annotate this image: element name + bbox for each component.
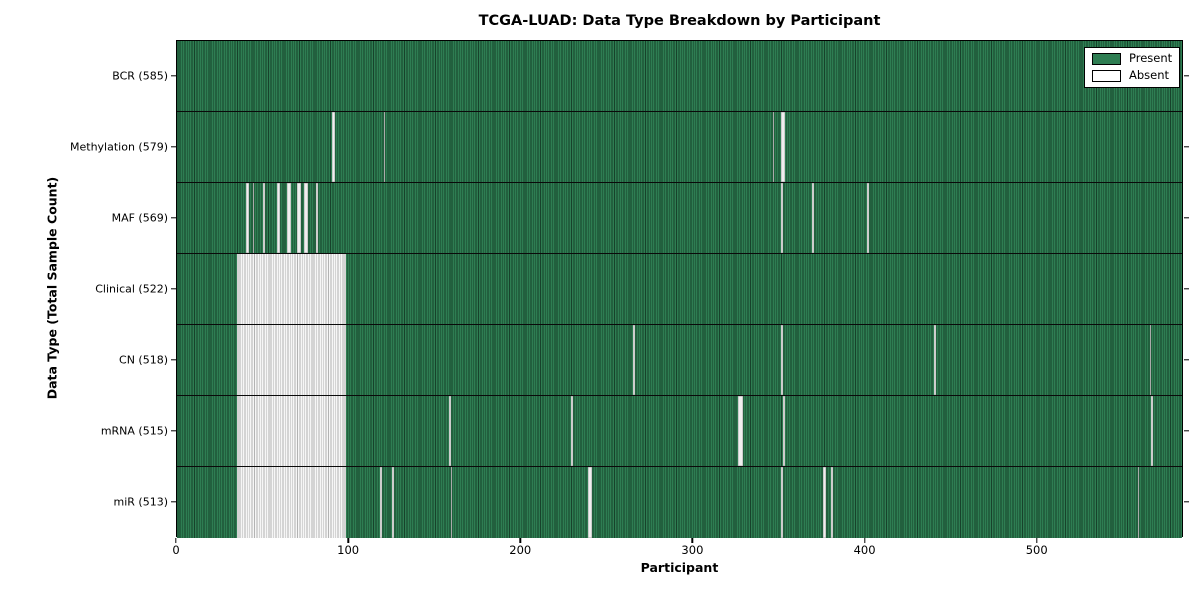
absent-region bbox=[781, 325, 783, 395]
ytick-mark-left bbox=[171, 429, 176, 432]
ytick-mark-right bbox=[1184, 216, 1189, 219]
absent-region bbox=[380, 467, 382, 538]
ytick-mark-left bbox=[171, 358, 176, 361]
absent-region bbox=[237, 396, 346, 466]
ytick-mark-left bbox=[171, 287, 176, 290]
ytick-label-cn: CN (518) bbox=[119, 353, 168, 366]
ytick-label-mrna: mRNA (515) bbox=[100, 424, 168, 437]
ytick-label-bcr: BCR (585) bbox=[112, 69, 168, 82]
chart-title: TCGA-LUAD: Data Type Breakdown by Partic… bbox=[478, 13, 881, 29]
xtick-mark bbox=[347, 538, 349, 543]
ytick-mark-right bbox=[1184, 500, 1189, 503]
absent-region bbox=[822, 467, 826, 538]
xtick-mark bbox=[519, 538, 521, 543]
absent-region bbox=[934, 325, 937, 395]
present-swatch-icon bbox=[1092, 53, 1121, 65]
ytick-mark-left bbox=[171, 500, 176, 503]
ytick-label-methylation: Methylation (579) bbox=[70, 140, 168, 153]
row-methylation bbox=[177, 112, 1182, 183]
absent-region bbox=[263, 183, 265, 253]
xtick-mark bbox=[1035, 538, 1038, 543]
absent-region bbox=[588, 467, 592, 538]
absent-region bbox=[316, 183, 319, 253]
absent-region bbox=[1149, 325, 1152, 395]
absent-region bbox=[237, 254, 346, 324]
xtick-label-0: 0 bbox=[172, 543, 180, 557]
row-mrna bbox=[177, 396, 1182, 467]
absent-region bbox=[392, 467, 394, 538]
absent-region bbox=[304, 183, 308, 253]
xtick-label-500: 500 bbox=[1025, 543, 1048, 557]
absent-region bbox=[237, 325, 346, 395]
ytick-mark-left bbox=[171, 216, 176, 219]
xtick-mark bbox=[175, 538, 177, 543]
ytick-mark-left bbox=[171, 74, 176, 77]
absent-region bbox=[772, 112, 775, 182]
xtick-mark bbox=[691, 538, 694, 543]
ytick-mark-left bbox=[171, 145, 176, 148]
legend-label-absent: Absent bbox=[1129, 68, 1170, 83]
absent-region bbox=[331, 112, 336, 182]
row-clinical bbox=[177, 254, 1182, 325]
row-mir bbox=[177, 467, 1182, 538]
absent-region bbox=[1151, 396, 1153, 466]
ytick-label-maf: MAF (569) bbox=[111, 211, 168, 224]
absent-region bbox=[383, 112, 386, 182]
row-bcr bbox=[177, 41, 1182, 112]
absent-region bbox=[448, 396, 451, 466]
absent-region bbox=[738, 396, 744, 466]
legend: Present Absent bbox=[1084, 47, 1180, 88]
absent-region bbox=[1137, 467, 1140, 538]
absent-region bbox=[245, 183, 250, 253]
plot-area bbox=[176, 40, 1183, 538]
absent-region bbox=[297, 183, 301, 253]
absent-swatch-icon bbox=[1092, 70, 1121, 82]
absent-region bbox=[812, 183, 814, 253]
absent-region bbox=[276, 183, 281, 253]
absent-region bbox=[450, 467, 453, 538]
absent-region bbox=[782, 396, 785, 466]
legend-entry-present: Present bbox=[1092, 53, 1172, 65]
absent-region bbox=[781, 112, 785, 182]
ytick-mark-right bbox=[1184, 358, 1189, 361]
legend-label-present: Present bbox=[1129, 51, 1173, 66]
ytick-mark-right bbox=[1184, 74, 1189, 77]
x-axis-title: Participant bbox=[640, 560, 719, 575]
absent-region bbox=[781, 183, 783, 253]
xtick-label-200: 200 bbox=[509, 543, 532, 557]
ytick-label-mir: miR (513) bbox=[113, 495, 169, 508]
xtick-label-300: 300 bbox=[681, 543, 704, 557]
absent-region bbox=[237, 467, 346, 538]
xtick-label-400: 400 bbox=[853, 543, 876, 557]
legend-entry-absent: Absent bbox=[1092, 70, 1172, 82]
row-cn bbox=[177, 325, 1182, 396]
absent-region bbox=[633, 325, 635, 395]
absent-region bbox=[867, 183, 869, 253]
ytick-mark-right bbox=[1184, 429, 1189, 432]
row-maf bbox=[177, 183, 1182, 254]
xtick-mark bbox=[863, 538, 866, 543]
absent-region bbox=[287, 183, 291, 253]
y-axis-title: Data Type (Total Sample Count) bbox=[44, 176, 60, 400]
xtick-label-100: 100 bbox=[337, 543, 360, 557]
absent-region bbox=[831, 467, 833, 538]
ytick-label-clinical: Clinical (522) bbox=[95, 282, 168, 295]
absent-region bbox=[781, 467, 783, 538]
ytick-mark-right bbox=[1184, 287, 1189, 290]
ytick-mark-right bbox=[1184, 145, 1189, 148]
absent-region bbox=[252, 183, 255, 253]
absent-region bbox=[571, 396, 573, 466]
